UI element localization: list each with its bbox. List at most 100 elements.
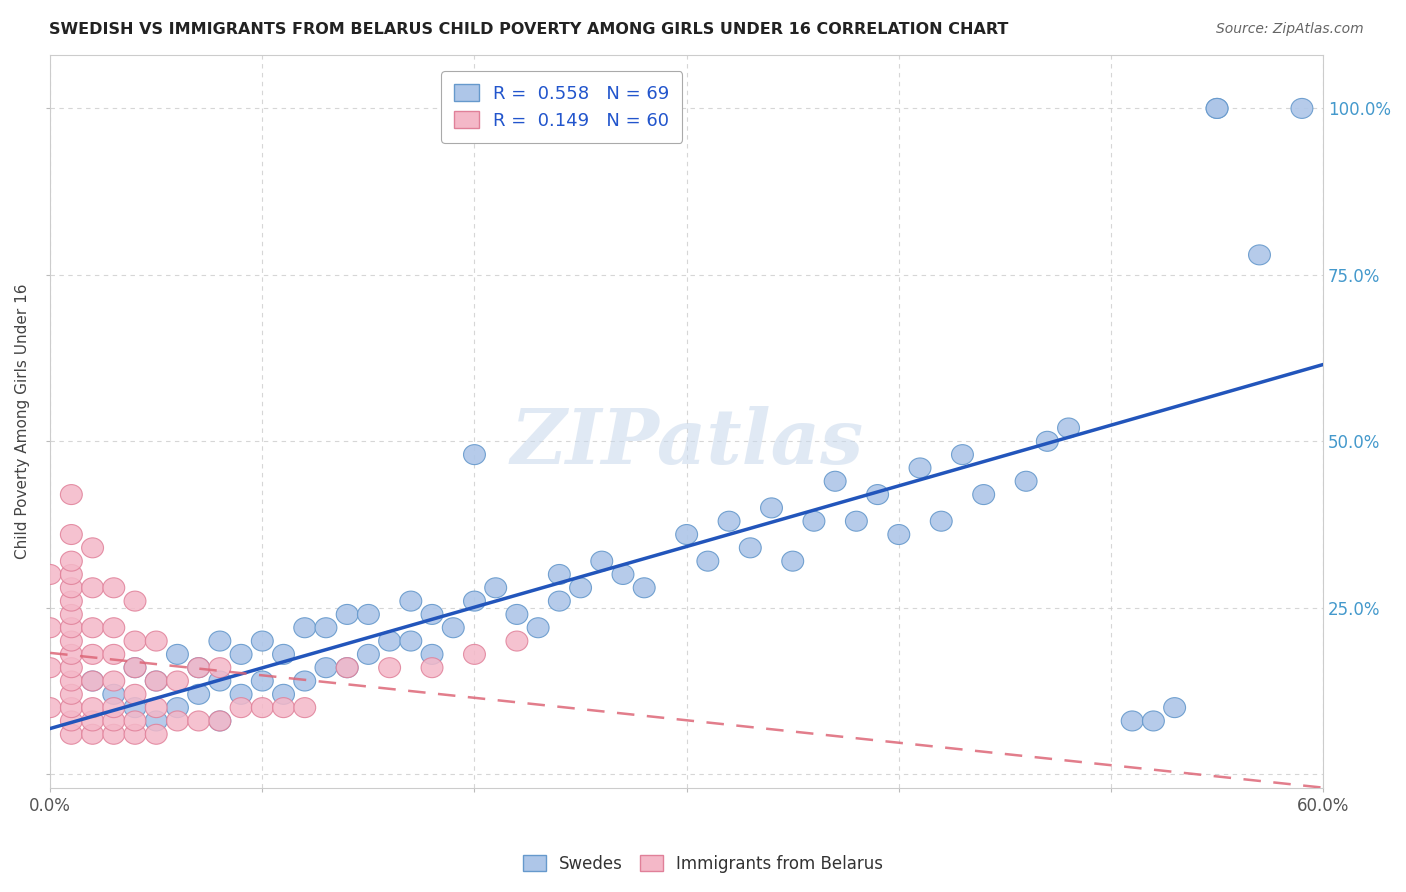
Ellipse shape xyxy=(464,591,485,611)
Ellipse shape xyxy=(1015,471,1038,491)
Ellipse shape xyxy=(103,724,125,744)
Ellipse shape xyxy=(60,631,83,651)
Ellipse shape xyxy=(803,511,825,532)
Ellipse shape xyxy=(145,671,167,691)
Ellipse shape xyxy=(60,724,83,744)
Ellipse shape xyxy=(910,458,931,478)
Ellipse shape xyxy=(273,698,294,718)
Ellipse shape xyxy=(103,618,125,638)
Legend: R =  0.558   N = 69, R =  0.149   N = 60: R = 0.558 N = 69, R = 0.149 N = 60 xyxy=(441,71,682,143)
Ellipse shape xyxy=(378,631,401,651)
Ellipse shape xyxy=(973,484,994,505)
Ellipse shape xyxy=(209,711,231,731)
Ellipse shape xyxy=(209,671,231,691)
Ellipse shape xyxy=(60,684,83,705)
Ellipse shape xyxy=(145,724,167,744)
Ellipse shape xyxy=(399,591,422,611)
Ellipse shape xyxy=(82,538,104,558)
Ellipse shape xyxy=(591,551,613,571)
Ellipse shape xyxy=(294,671,316,691)
Ellipse shape xyxy=(378,657,401,678)
Ellipse shape xyxy=(124,698,146,718)
Ellipse shape xyxy=(188,711,209,731)
Ellipse shape xyxy=(82,644,104,665)
Ellipse shape xyxy=(676,524,697,544)
Ellipse shape xyxy=(866,484,889,505)
Ellipse shape xyxy=(697,551,718,571)
Ellipse shape xyxy=(1143,711,1164,731)
Ellipse shape xyxy=(124,657,146,678)
Ellipse shape xyxy=(420,657,443,678)
Ellipse shape xyxy=(39,698,60,718)
Text: SWEDISH VS IMMIGRANTS FROM BELARUS CHILD POVERTY AMONG GIRLS UNDER 16 CORRELATIO: SWEDISH VS IMMIGRANTS FROM BELARUS CHILD… xyxy=(49,22,1008,37)
Ellipse shape xyxy=(209,711,231,731)
Ellipse shape xyxy=(315,618,337,638)
Ellipse shape xyxy=(357,605,380,624)
Ellipse shape xyxy=(103,671,125,691)
Ellipse shape xyxy=(952,444,973,465)
Ellipse shape xyxy=(527,618,550,638)
Ellipse shape xyxy=(1206,98,1227,119)
Ellipse shape xyxy=(60,644,83,665)
Ellipse shape xyxy=(761,498,783,518)
Y-axis label: Child Poverty Among Girls Under 16: Child Poverty Among Girls Under 16 xyxy=(15,284,30,559)
Ellipse shape xyxy=(252,671,273,691)
Legend: Swedes, Immigrants from Belarus: Swedes, Immigrants from Belarus xyxy=(516,848,890,880)
Ellipse shape xyxy=(188,657,209,678)
Ellipse shape xyxy=(145,698,167,718)
Ellipse shape xyxy=(931,511,952,532)
Ellipse shape xyxy=(82,724,104,744)
Ellipse shape xyxy=(1036,432,1059,451)
Ellipse shape xyxy=(188,657,209,678)
Ellipse shape xyxy=(60,618,83,638)
Ellipse shape xyxy=(782,551,804,571)
Ellipse shape xyxy=(82,711,104,731)
Ellipse shape xyxy=(506,631,527,651)
Ellipse shape xyxy=(273,684,294,705)
Ellipse shape xyxy=(188,684,209,705)
Ellipse shape xyxy=(124,711,146,731)
Ellipse shape xyxy=(1206,98,1227,119)
Ellipse shape xyxy=(60,565,83,584)
Ellipse shape xyxy=(1057,418,1080,438)
Ellipse shape xyxy=(82,578,104,598)
Ellipse shape xyxy=(336,605,359,624)
Ellipse shape xyxy=(336,657,359,678)
Ellipse shape xyxy=(569,578,592,598)
Ellipse shape xyxy=(39,657,60,678)
Ellipse shape xyxy=(357,644,380,665)
Ellipse shape xyxy=(39,565,60,584)
Ellipse shape xyxy=(60,591,83,611)
Ellipse shape xyxy=(82,671,104,691)
Ellipse shape xyxy=(60,484,83,505)
Ellipse shape xyxy=(39,618,60,638)
Ellipse shape xyxy=(845,511,868,532)
Ellipse shape xyxy=(124,724,146,744)
Ellipse shape xyxy=(718,511,740,532)
Ellipse shape xyxy=(60,698,83,718)
Ellipse shape xyxy=(612,565,634,584)
Ellipse shape xyxy=(294,618,316,638)
Ellipse shape xyxy=(166,698,188,718)
Ellipse shape xyxy=(548,565,571,584)
Ellipse shape xyxy=(252,698,273,718)
Ellipse shape xyxy=(294,698,316,718)
Ellipse shape xyxy=(315,657,337,678)
Text: ZIPatlas: ZIPatlas xyxy=(510,407,863,480)
Ellipse shape xyxy=(231,684,252,705)
Ellipse shape xyxy=(336,657,359,678)
Ellipse shape xyxy=(506,605,527,624)
Ellipse shape xyxy=(399,631,422,651)
Ellipse shape xyxy=(82,698,104,718)
Ellipse shape xyxy=(420,605,443,624)
Ellipse shape xyxy=(103,698,125,718)
Ellipse shape xyxy=(1291,98,1313,119)
Ellipse shape xyxy=(82,671,104,691)
Ellipse shape xyxy=(464,644,485,665)
Ellipse shape xyxy=(485,578,506,598)
Ellipse shape xyxy=(548,591,571,611)
Ellipse shape xyxy=(60,657,83,678)
Ellipse shape xyxy=(464,444,485,465)
Ellipse shape xyxy=(1249,245,1271,265)
Ellipse shape xyxy=(887,524,910,544)
